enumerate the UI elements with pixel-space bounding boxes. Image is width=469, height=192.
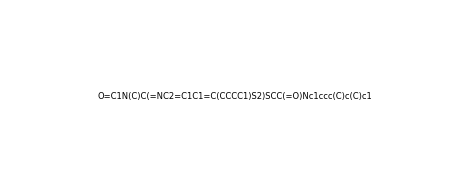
Text: O=C1N(C)C(=NC2=C1C1=C(CCCC1)S2)SCC(=O)Nc1ccc(C)c(C)c1: O=C1N(C)C(=NC2=C1C1=C(CCCC1)S2)SCC(=O)Nc… [97, 92, 372, 100]
